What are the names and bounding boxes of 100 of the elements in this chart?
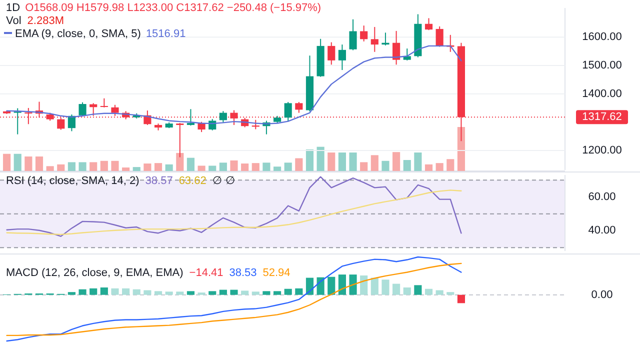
- bar: [262, 291, 270, 295]
- annotation: O1568.09 H1579.98 L1233.00 C1317.62 −250.48 (−15.97%): [25, 2, 322, 14]
- bar: [186, 291, 195, 295]
- bar: [295, 288, 303, 295]
- bar: [328, 276, 336, 295]
- bar: [46, 166, 54, 171]
- candlestick: [295, 102, 303, 114]
- bar: [219, 290, 227, 295]
- annotation: −14.41: [189, 267, 224, 279]
- bar: [370, 278, 378, 295]
- bar: [424, 288, 433, 295]
- bar: [165, 292, 173, 295]
- candlestick: [403, 48, 411, 61]
- bar: [208, 166, 216, 171]
- bar: [414, 152, 422, 171]
- bar: [306, 149, 314, 171]
- candlestick: [424, 18, 433, 31]
- legend-label: EMA (9, close, 0, SMA, 5): [15, 28, 141, 40]
- annotation: 1516.91: [146, 28, 186, 40]
- bar: [165, 164, 173, 171]
- candlestick: [219, 110, 227, 123]
- bar: [262, 162, 270, 171]
- annotation: 38.53: [229, 267, 257, 279]
- annotation: 63.62: [178, 175, 206, 187]
- candlestick: [338, 44, 346, 71]
- bar: [90, 162, 98, 171]
- bar: [392, 284, 400, 295]
- bar: [338, 152, 346, 171]
- bar: [78, 289, 86, 295]
- bar: [219, 162, 227, 171]
- candlestick: [360, 25, 368, 42]
- bar: [90, 288, 98, 295]
- candlestick: [284, 102, 292, 122]
- bar: [230, 160, 238, 171]
- bar: [284, 288, 292, 295]
- bar: [111, 288, 119, 295]
- bar: [316, 146, 324, 171]
- bar: [122, 288, 130, 295]
- bar: [24, 156, 32, 171]
- bar: [208, 291, 216, 295]
- bar: [414, 285, 422, 295]
- bar: [295, 158, 303, 171]
- bar: [198, 166, 206, 171]
- bar: [100, 287, 108, 295]
- bar: [403, 287, 411, 295]
- bar: [403, 160, 411, 171]
- bar: [57, 164, 65, 171]
- bar: [349, 274, 357, 295]
- bar: [111, 160, 119, 171]
- annotation: 52.94: [262, 267, 290, 279]
- bar: [78, 162, 86, 171]
- bar: [436, 290, 444, 295]
- bar: [360, 162, 368, 171]
- bar: [392, 152, 400, 171]
- candlestick: [186, 108, 195, 126]
- bar: [370, 155, 378, 171]
- bar: [68, 162, 76, 171]
- candlestick: [436, 26, 444, 48]
- y-tick-label: 1200.00: [582, 144, 622, 156]
- bar: [252, 292, 260, 295]
- candlestick: [78, 102, 86, 116]
- candlestick: [100, 98, 108, 108]
- bar: [273, 291, 282, 295]
- bar: [154, 291, 162, 295]
- candlestick: [370, 26, 378, 52]
- annotation: 38.57: [145, 175, 173, 187]
- bar: [436, 163, 444, 171]
- ref-line-label: 1317.62: [582, 111, 622, 124]
- bar: [3, 154, 11, 171]
- y-tick-label: 60.00: [588, 190, 616, 203]
- bar: [382, 160, 390, 171]
- bar: [100, 160, 108, 171]
- candlestick: [14, 108, 22, 135]
- line-series: [6, 176, 462, 237]
- bar: [424, 164, 433, 171]
- chart-title: 1D: [6, 2, 20, 14]
- bar: [144, 290, 152, 295]
- y-tick-label: 1500.00: [582, 59, 622, 72]
- bar: [176, 292, 184, 295]
- bar: [241, 164, 249, 171]
- candlestick: [328, 42, 336, 66]
- bar: [132, 289, 140, 295]
- bar: [35, 156, 44, 171]
- chart-title: RSI (14, close, SMA, 14, 2): [6, 175, 140, 187]
- bar: [186, 158, 195, 171]
- bar: [68, 292, 76, 295]
- ref-line-label: 0.00: [591, 288, 613, 301]
- bar: [252, 163, 260, 171]
- candlestick: [382, 32, 390, 46]
- bar: [382, 280, 390, 295]
- bar: [306, 278, 314, 295]
- annotation: 2.283M: [27, 15, 64, 27]
- bar: [14, 154, 22, 171]
- bar: [457, 294, 465, 304]
- bar: [328, 152, 336, 171]
- candlestick: [349, 18, 357, 51]
- candlestick: [392, 30, 400, 66]
- bar: [457, 127, 465, 171]
- line-series: [6, 190, 462, 236]
- annotation: ∅ ∅: [212, 175, 236, 187]
